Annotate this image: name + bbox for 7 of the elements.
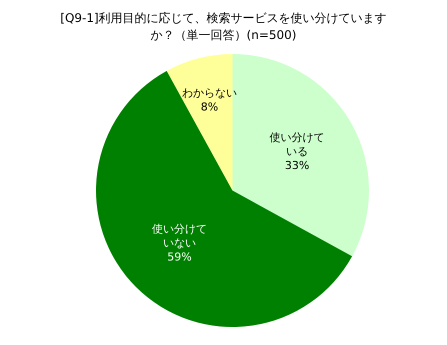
slice-label: わからない [182,86,237,100]
data-label: 33% [284,159,310,172]
chart-title: [Q9-1]利用目的に応じて、検索サービスを使い分けていますか？（単一回答）(n=500) [59,10,388,44]
slice-label: 使い分けている [270,131,325,158]
data-label: 59% [167,250,192,264]
slice-label: 使い分けていない [152,222,207,250]
data-label: 8% [200,100,218,114]
